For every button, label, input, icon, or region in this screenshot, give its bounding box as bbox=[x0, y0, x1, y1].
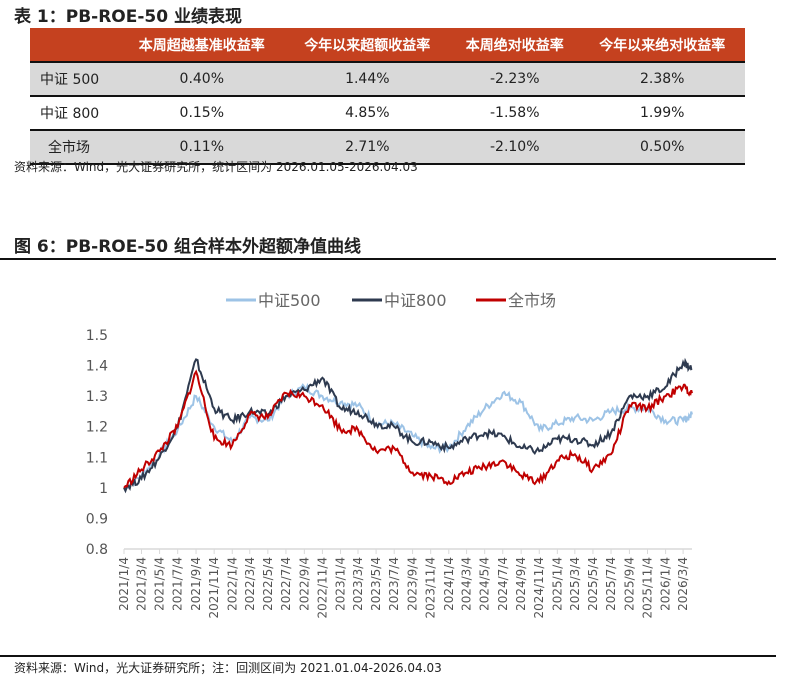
figure-source: 资料来源：Wind，光大证券研究所；注：回测区间为 2021.01.04-202… bbox=[14, 661, 442, 675]
x-tick-label: 2022/11/4 bbox=[315, 557, 329, 619]
series-line-全市场 bbox=[123, 369, 693, 489]
cell: 0.15% bbox=[119, 96, 285, 131]
x-tick-label: 2021/11/4 bbox=[207, 557, 221, 619]
figure-title: 图 6：PB-ROE-50 组合样本外超额净值曲线 bbox=[14, 237, 362, 257]
cell: 0.11% bbox=[119, 130, 285, 165]
table-row: 全市场 0.11% 2.71% -2.10% 0.50% bbox=[30, 130, 745, 165]
x-tick-label: 2022/5/4 bbox=[261, 557, 275, 611]
y-tick-label: 0.9 bbox=[86, 511, 108, 527]
cell: -1.58% bbox=[450, 96, 580, 131]
x-tick-label: 2025/1/4 bbox=[550, 557, 564, 611]
cell: 0.50% bbox=[579, 130, 745, 165]
table-row: 中证 500 0.40% 1.44% -2.23% 2.38% bbox=[30, 62, 745, 97]
performance-table: 本周超越基准收益率 今年以来超额收益率 本周绝对收益率 今年以来绝对收益率 中证… bbox=[30, 28, 745, 165]
x-tick-label: 2023/5/4 bbox=[369, 557, 383, 611]
x-tick-label: 2026/1/4 bbox=[659, 557, 673, 611]
row-label: 中证 800 bbox=[30, 96, 119, 131]
header-cell bbox=[30, 28, 119, 63]
table-source: 资料来源：Wind，光大证券研究所，统计区间为 2026.01.05-2026.… bbox=[14, 160, 418, 174]
x-tick-label: 2021/5/4 bbox=[153, 557, 167, 611]
x-tick-label: 2024/7/4 bbox=[496, 557, 510, 611]
x-tick-label: 2023/1/4 bbox=[334, 557, 348, 611]
x-tick-label: 2025/3/4 bbox=[568, 557, 582, 611]
row-label: 中证 500 bbox=[30, 62, 119, 97]
header-cell: 本周超越基准收益率 bbox=[119, 28, 285, 63]
y-tick-label: 1.5 bbox=[86, 328, 108, 344]
x-tick-label: 2022/9/4 bbox=[297, 557, 311, 611]
x-tick-label: 2024/9/4 bbox=[514, 557, 528, 611]
table-row: 中证 800 0.15% 4.85% -1.58% 1.99% bbox=[30, 96, 745, 131]
x-tick-label: 2024/1/4 bbox=[442, 557, 456, 611]
y-tick-label: 1 bbox=[99, 481, 108, 497]
x-tick-label: 2021/3/4 bbox=[134, 557, 148, 611]
header-cell: 本周绝对收益率 bbox=[450, 28, 580, 63]
y-tick-label: 1.1 bbox=[86, 450, 108, 466]
x-tick-label: 2021/1/4 bbox=[117, 557, 131, 611]
x-tick-label: 2024/3/4 bbox=[460, 557, 474, 611]
table-header-row: 本周超越基准收益率 今年以来超额收益率 本周绝对收益率 今年以来绝对收益率 bbox=[30, 28, 745, 63]
cell: 1.99% bbox=[579, 96, 745, 131]
legend-label: 中证500 bbox=[258, 291, 321, 310]
x-tick-label: 2022/3/4 bbox=[243, 557, 257, 611]
x-tick-label: 2023/11/4 bbox=[424, 557, 438, 619]
x-tick-label: 2021/7/4 bbox=[171, 557, 185, 611]
x-tick-label: 2026/3/4 bbox=[676, 557, 690, 611]
cell: 1.44% bbox=[284, 62, 451, 97]
x-tick-label: 2025/5/4 bbox=[586, 557, 600, 611]
cell: -2.10% bbox=[450, 130, 580, 165]
x-tick-label: 2023/7/4 bbox=[387, 557, 401, 611]
series-line-中证800 bbox=[123, 357, 693, 494]
cell: 2.38% bbox=[579, 62, 745, 97]
divider bbox=[0, 258, 776, 260]
x-tick-label: 2024/11/4 bbox=[532, 557, 546, 619]
cell: 4.85% bbox=[284, 96, 451, 131]
header-cell: 今年以来超额收益率 bbox=[284, 28, 451, 63]
y-tick-label: 1.3 bbox=[86, 389, 108, 405]
row-label: 全市场 bbox=[30, 130, 119, 165]
legend-label: 全市场 bbox=[508, 291, 556, 310]
series-line-中证500 bbox=[123, 382, 693, 490]
x-tick-label: 2023/9/4 bbox=[406, 557, 420, 611]
y-tick-label: 1.2 bbox=[86, 420, 108, 436]
table-title: 表 1：PB-ROE-50 业绩表现 bbox=[14, 7, 243, 27]
x-tick-label: 2022/1/4 bbox=[225, 557, 239, 611]
cell: 2.71% bbox=[284, 130, 451, 165]
x-tick-label: 2022/7/4 bbox=[279, 557, 293, 611]
x-tick-label: 2025/7/4 bbox=[604, 557, 618, 611]
x-tick-label: 2023/3/4 bbox=[351, 557, 365, 611]
cell: -2.23% bbox=[450, 62, 580, 97]
divider bbox=[0, 655, 776, 657]
y-tick-label: 1.4 bbox=[86, 359, 108, 375]
y-tick-label: 0.8 bbox=[86, 542, 108, 558]
x-tick-label: 2024/5/4 bbox=[478, 557, 492, 611]
x-tick-label: 2025/11/4 bbox=[641, 557, 655, 619]
x-tick-label: 2021/9/4 bbox=[189, 557, 203, 611]
header-cell: 今年以来绝对收益率 bbox=[579, 28, 745, 63]
legend-label: 中证800 bbox=[384, 291, 447, 310]
cell: 0.40% bbox=[119, 62, 285, 97]
x-tick-label: 2025/9/4 bbox=[622, 557, 636, 611]
